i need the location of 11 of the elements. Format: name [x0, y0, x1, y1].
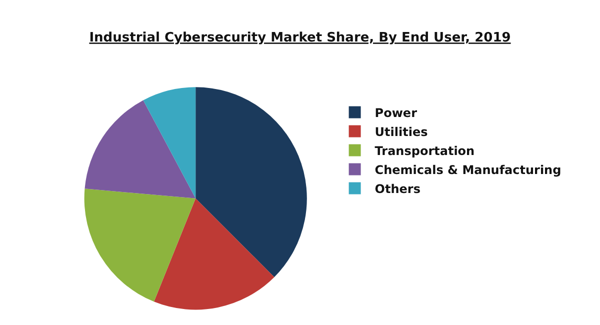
pie-slice [196, 87, 307, 278]
legend-label: Power [374, 106, 418, 120]
pie-slice [84, 188, 196, 302]
pie-slice [84, 100, 196, 198]
legend-label: Others [374, 182, 420, 196]
legend-label: Transportation [374, 144, 475, 158]
pie-slice [154, 198, 274, 310]
legend-label: Chemicals & Manufacturing [374, 162, 562, 177]
legend-label: Utilities [374, 124, 428, 139]
pie-slice [143, 87, 196, 198]
chart-title: Industrial Cybersecurity Market Share, By End User, 2019 [89, 30, 511, 46]
